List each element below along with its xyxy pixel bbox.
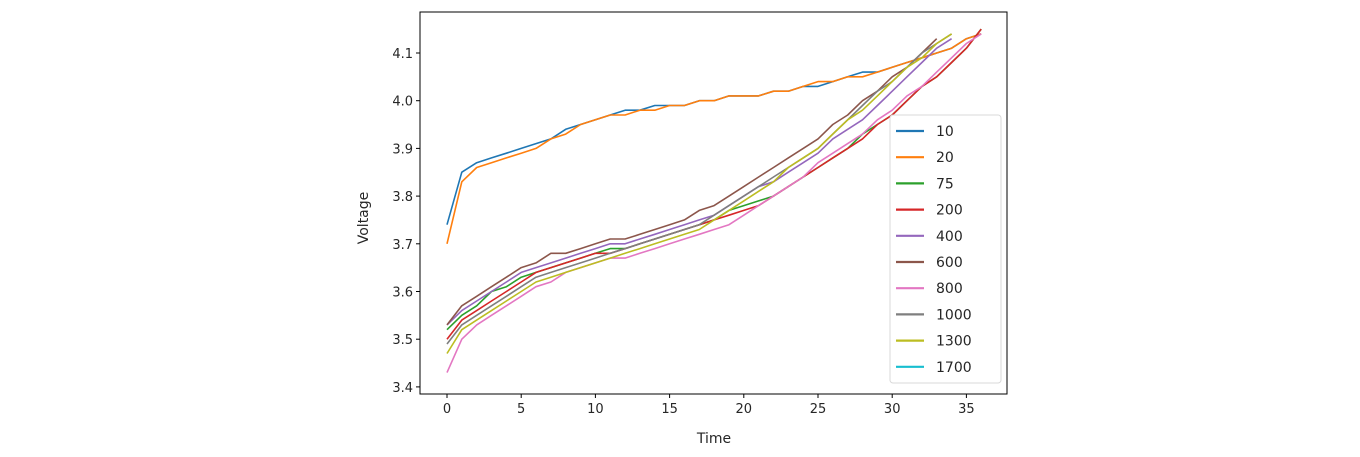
legend-label: 600 <box>936 255 963 271</box>
plot-area <box>446 28 982 373</box>
legend-label: 20 <box>936 150 954 166</box>
y-tick-label: 4.0 <box>392 95 413 110</box>
series-line-1000 <box>446 33 953 345</box>
legend-item: 10 <box>896 124 954 140</box>
legend-label: 1000 <box>936 307 972 323</box>
legend-item: 1000 <box>896 307 972 323</box>
series-line-600 <box>446 38 938 326</box>
legend-label: 1300 <box>936 334 972 350</box>
y-tick-label: 3.4 <box>392 381 413 396</box>
legend-label: 1700 <box>936 360 972 376</box>
x-tick-label: 5 <box>517 402 525 417</box>
legend-item: 600 <box>896 255 963 271</box>
legend: 10 20 75 200 400 600 800 1000 1300 1700 <box>889 114 1002 384</box>
series-line-800 <box>446 33 982 373</box>
x-tick-label: 0 <box>443 402 451 417</box>
legend-label: 75 <box>936 176 954 192</box>
y-axis-label: Voltage <box>356 192 372 245</box>
legend-label: 10 <box>936 124 954 140</box>
legend-item: 1700 <box>896 360 972 376</box>
y-tick-label: 3.6 <box>392 286 413 301</box>
x-tick-label: 20 <box>736 402 753 417</box>
legend-label: 400 <box>936 229 963 245</box>
y-tick-label: 3.8 <box>392 190 413 205</box>
legend-box <box>889 114 1002 384</box>
y-tick-label: 3.5 <box>392 333 413 348</box>
legend-item: 200 <box>896 203 963 219</box>
series-line-400 <box>446 38 953 326</box>
series-line-20 <box>446 33 982 244</box>
x-tick-label: 25 <box>810 402 827 417</box>
legend-item: 20 <box>896 150 954 166</box>
legend-item: 800 <box>896 281 963 297</box>
x-tick-label: 10 <box>587 402 604 417</box>
plot-frame <box>419 11 1008 395</box>
legend-label: 800 <box>936 281 963 297</box>
axes: 0 5 10 15 20 25 30 35 3.4 3.5 3.6 3.7 3.8 3.9 4.0 4.1 <box>392 11 1008 417</box>
y-tick-label: 3.9 <box>392 142 413 157</box>
legend-label: 200 <box>936 203 963 219</box>
legend-item: 75 <box>896 176 954 192</box>
y-tick-label: 3.7 <box>392 238 413 253</box>
legend-item: 400 <box>896 229 963 245</box>
x-tick-label: 30 <box>884 402 901 417</box>
series-line-1300 <box>446 33 953 354</box>
x-tick-label: 35 <box>958 402 975 417</box>
y-tick-label: 4.1 <box>392 47 413 62</box>
x-axis-label: Time <box>696 431 731 447</box>
legend-item: 1300 <box>896 334 972 350</box>
x-tick-label: 15 <box>661 402 678 417</box>
